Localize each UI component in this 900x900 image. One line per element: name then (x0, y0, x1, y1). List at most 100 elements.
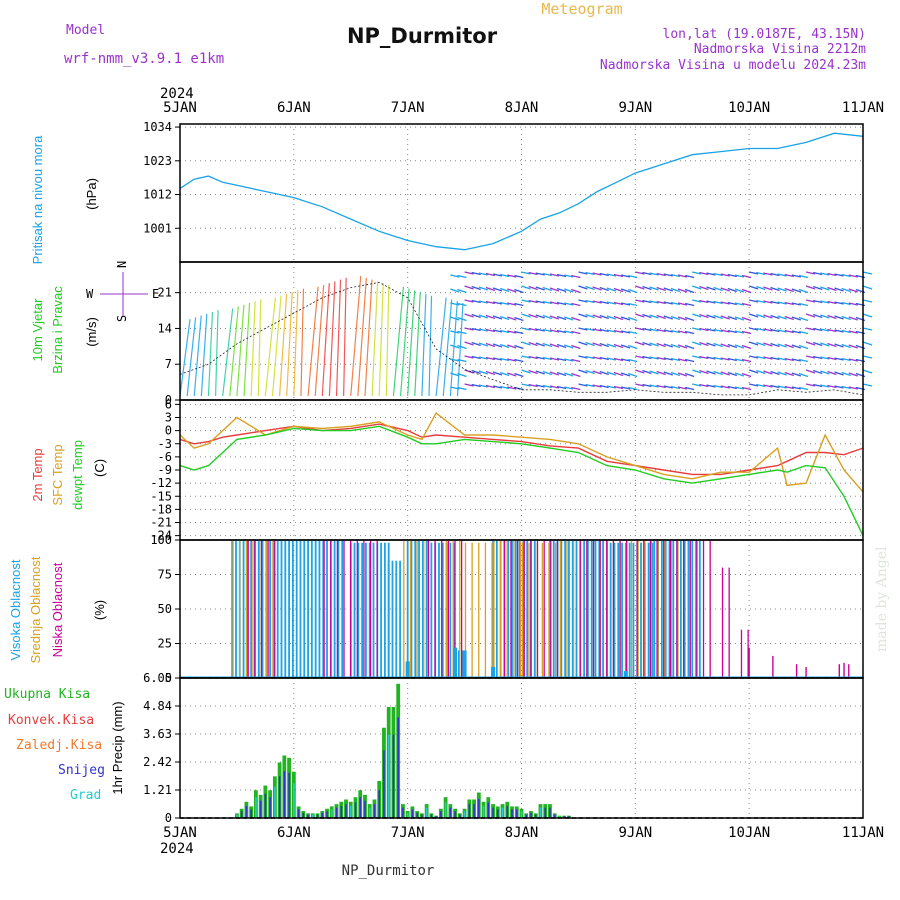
snow-bar (549, 807, 551, 818)
y-tick-label: 50 (158, 602, 172, 616)
wind-barb (542, 286, 553, 292)
wind-barb (663, 385, 673, 389)
wind-barb (763, 286, 773, 291)
wind-barb (699, 285, 709, 291)
wind-barb (556, 343, 567, 349)
wind-barb (649, 314, 659, 319)
wind-barb (642, 327, 652, 332)
wind-barb (485, 370, 496, 376)
wind-barb (649, 300, 659, 304)
precip-legend-item: Zaledj.Kisa (16, 738, 102, 753)
wind-barb (350, 275, 362, 397)
compass-west: W (86, 287, 94, 301)
snow-bar (421, 814, 423, 818)
wind-barb (827, 356, 837, 361)
y-tick-label: 2.42 (143, 755, 172, 769)
wind-barb (571, 330, 581, 335)
wind-barb (613, 329, 624, 334)
y-tick-label: 25 (158, 637, 172, 651)
wind-barb (464, 355, 474, 359)
wind-barb (727, 385, 737, 390)
wind-barb (635, 271, 645, 275)
wind-barb (556, 385, 567, 390)
snow-bar (454, 811, 456, 818)
wind-barb (841, 315, 851, 321)
snow-bar (364, 800, 366, 818)
temp-series-line (179, 425, 864, 536)
wind-barb (471, 341, 481, 347)
wind-barb (635, 341, 645, 346)
snow-bar (506, 805, 509, 818)
wind-barb (684, 344, 695, 350)
wind-barb (450, 302, 460, 306)
wind-barb (620, 386, 631, 390)
cloud-bar (462, 650, 467, 677)
wind-barb (399, 288, 410, 397)
wind-barb (642, 271, 652, 276)
wind-barb (777, 371, 787, 376)
snow-bar (525, 814, 528, 818)
wind-barb (749, 383, 759, 387)
wind-barb (784, 343, 794, 349)
wind-barb (564, 386, 574, 390)
wind-barb (578, 313, 588, 318)
wind-barb (457, 302, 467, 307)
bottom-date-label: 11JAN (842, 825, 884, 841)
wind-barb (763, 370, 773, 375)
wind-barb (692, 383, 702, 387)
wind-barb (706, 272, 716, 276)
wind-barb (635, 285, 645, 290)
wind-barb (179, 319, 191, 397)
wind-barb (635, 327, 645, 331)
y-tick-label: 75 (158, 568, 172, 582)
wind-barb (756, 299, 766, 304)
cloud-bar (623, 671, 628, 677)
wind-barb (599, 356, 609, 361)
snow-bar (316, 814, 319, 818)
wind-barb (521, 285, 531, 290)
wind-barb (756, 285, 766, 291)
wind-barb (820, 272, 830, 276)
wind-barb (656, 342, 666, 348)
y-tick-label: 3 (165, 411, 172, 425)
wind-barb (599, 328, 609, 333)
wind-barb (827, 328, 837, 333)
wind-barb (485, 286, 496, 292)
wind-barb (620, 330, 631, 334)
wind-barb (186, 317, 197, 397)
wind-barb (542, 370, 553, 376)
wind-barb (549, 371, 560, 376)
wind-barb (207, 311, 214, 397)
wind-barb (628, 372, 638, 378)
bottom-date-axis: 5JAN 6JAN 7JAN 8JAN 9JAN 10JAN 11JAN (163, 825, 884, 841)
wind-barb (549, 273, 560, 277)
wind-barb (542, 300, 552, 305)
wind-barb (763, 314, 773, 319)
wind-barb (464, 327, 474, 331)
snow-bar (511, 809, 513, 818)
y-tick-label: 1012 (143, 188, 172, 202)
wind-barb (578, 285, 588, 290)
wind-barb (663, 357, 673, 361)
wind-barb (571, 316, 581, 322)
wind-barb (699, 341, 709, 347)
wind-barb (720, 273, 730, 277)
wind-barb (663, 329, 673, 333)
wind-unit: (m/s) (84, 317, 99, 347)
wind-barb (450, 330, 460, 334)
wind-axis-title-2: Brzina i Pravac (50, 286, 65, 374)
snow-bar (236, 814, 238, 818)
wind-barb (727, 273, 737, 278)
wind-barb (720, 357, 730, 361)
wind-barb (727, 343, 738, 349)
wind-barb (813, 355, 823, 360)
snow-bar (435, 816, 437, 818)
wind-barb (734, 358, 745, 362)
wind-barb (500, 385, 510, 390)
wind-barb (492, 301, 503, 305)
wind-barb (222, 308, 234, 397)
wind-barb (684, 302, 695, 307)
wind-barb (578, 271, 588, 275)
wind-barb (620, 302, 631, 306)
wind-barb (741, 330, 752, 335)
